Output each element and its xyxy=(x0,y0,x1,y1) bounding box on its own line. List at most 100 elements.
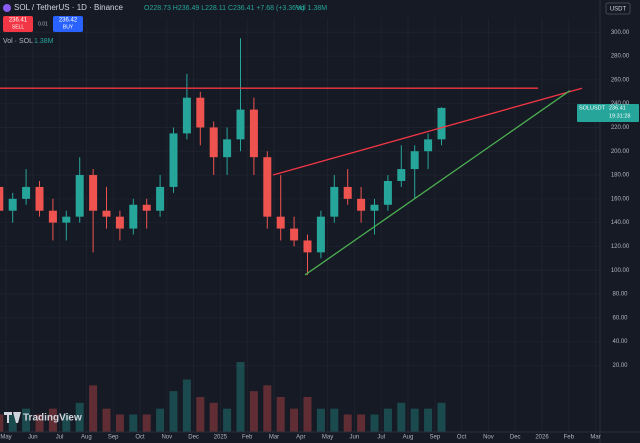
x-tick-label: Nov xyxy=(483,435,494,441)
candle-body xyxy=(383,180,392,205)
volume-bar xyxy=(383,408,392,432)
volume-bar xyxy=(209,402,218,432)
x-tick-label: Jul xyxy=(56,435,64,441)
volume: Vol 1.38M xyxy=(296,5,327,12)
price-tag-price: 236.41 xyxy=(609,105,626,111)
volume-bar xyxy=(357,414,366,432)
x-tick-label: Nov xyxy=(161,435,172,441)
candle-body xyxy=(276,216,285,229)
volume-bar xyxy=(437,402,446,432)
spread: 0.01 xyxy=(38,21,48,27)
ohlc: O228.73 H236.49 L228.11 C236.41 +7.68 (+… xyxy=(144,5,305,12)
sell-button[interactable] xyxy=(3,16,33,32)
buy-label[interactable]: BUY xyxy=(63,24,74,30)
buy-price[interactable]: 236.42 xyxy=(59,18,78,24)
y-tick-label: 160.00 xyxy=(611,196,630,202)
x-tick-label: Aug xyxy=(403,435,414,441)
volume-bar xyxy=(370,414,379,432)
sell-price[interactable]: 236.41 xyxy=(9,18,28,24)
volume-bar xyxy=(0,414,4,432)
y-tick-label: 220.00 xyxy=(611,125,630,131)
candle-body xyxy=(303,240,312,253)
vol-value: 1.38M xyxy=(34,38,54,45)
candle-body xyxy=(0,186,4,211)
candle-body xyxy=(169,133,178,187)
volume-bar xyxy=(343,414,352,432)
y-tick-label: 240.00 xyxy=(611,101,630,107)
y-tick-label: 260.00 xyxy=(611,77,630,83)
volume-bar xyxy=(263,385,272,432)
x-tick-label: Mar xyxy=(590,435,600,441)
candle-body xyxy=(102,210,111,217)
candle-body xyxy=(330,186,339,217)
x-tick-label: Jun xyxy=(350,435,360,441)
candle-body xyxy=(263,157,272,217)
candle-body xyxy=(142,204,151,211)
x-tick-label: Aug xyxy=(81,435,92,441)
logo-icon xyxy=(4,412,21,423)
x-tick-label: Dec xyxy=(510,435,521,441)
x-tick-label: May xyxy=(0,435,11,441)
vol-legend: Vol · SOL xyxy=(3,38,33,45)
currency-button[interactable] xyxy=(605,2,631,15)
trend-line xyxy=(272,87,583,176)
x-tick-label: Oct xyxy=(457,435,467,441)
volume-bar xyxy=(223,408,232,432)
y-tick-label: 100.00 xyxy=(611,268,630,274)
volume-bar xyxy=(410,408,419,432)
candle-body xyxy=(35,186,44,211)
candle-body xyxy=(290,228,299,241)
candle-body xyxy=(397,169,406,181)
candle-body xyxy=(249,109,258,158)
volume-bar xyxy=(129,414,138,432)
volume-bar xyxy=(75,402,84,432)
y-tick-label: 60.00 xyxy=(612,315,628,321)
x-tick-label: Dec xyxy=(188,435,199,441)
volume-bar xyxy=(236,362,245,432)
candle-body xyxy=(62,216,71,223)
volume-bar xyxy=(8,414,17,432)
candle-body xyxy=(424,139,433,152)
candle-body xyxy=(182,97,191,134)
buy-button[interactable] xyxy=(53,16,83,32)
volume-bar xyxy=(89,385,98,432)
volume-bar xyxy=(330,408,339,432)
y-tick-label: 180.00 xyxy=(611,173,630,179)
volume-bar xyxy=(249,391,258,432)
candle-body xyxy=(156,186,165,211)
volume-bar xyxy=(424,408,433,432)
candle-body xyxy=(8,198,17,211)
volume-bar xyxy=(303,397,312,432)
candle-body xyxy=(196,97,205,128)
x-tick-label: Jul xyxy=(377,435,385,441)
price-tag xyxy=(577,104,639,122)
volume-bar xyxy=(156,408,165,432)
sell-label[interactable]: SELL xyxy=(12,24,24,30)
candle-body xyxy=(115,216,124,229)
x-tick-label: Sep xyxy=(429,435,440,441)
candle-body xyxy=(48,210,57,223)
candle-body xyxy=(410,151,419,170)
currency[interactable]: USDT xyxy=(610,7,627,13)
x-tick-label: 2025 xyxy=(214,435,228,441)
y-tick-label: 40.00 xyxy=(612,339,628,345)
candle-body xyxy=(223,139,232,158)
x-tick-label: Oct xyxy=(135,435,145,441)
volume-bar xyxy=(316,408,325,432)
x-tick-label: Jun xyxy=(28,435,38,441)
candle-body xyxy=(75,175,84,217)
price-tag-countdown: 19:31:28 xyxy=(609,113,630,119)
volume-bar xyxy=(169,391,178,432)
candle-body xyxy=(129,204,138,229)
candle-body xyxy=(209,127,218,158)
candle-body xyxy=(357,198,366,211)
volume-bar xyxy=(62,414,71,432)
y-tick-label: 20.00 xyxy=(612,363,628,369)
y-tick-label: 280.00 xyxy=(611,54,630,60)
candle-body xyxy=(437,107,446,140)
x-tick-label: Feb xyxy=(564,435,575,441)
volume-bar xyxy=(182,379,191,432)
x-tick-label: Mar xyxy=(269,435,279,441)
